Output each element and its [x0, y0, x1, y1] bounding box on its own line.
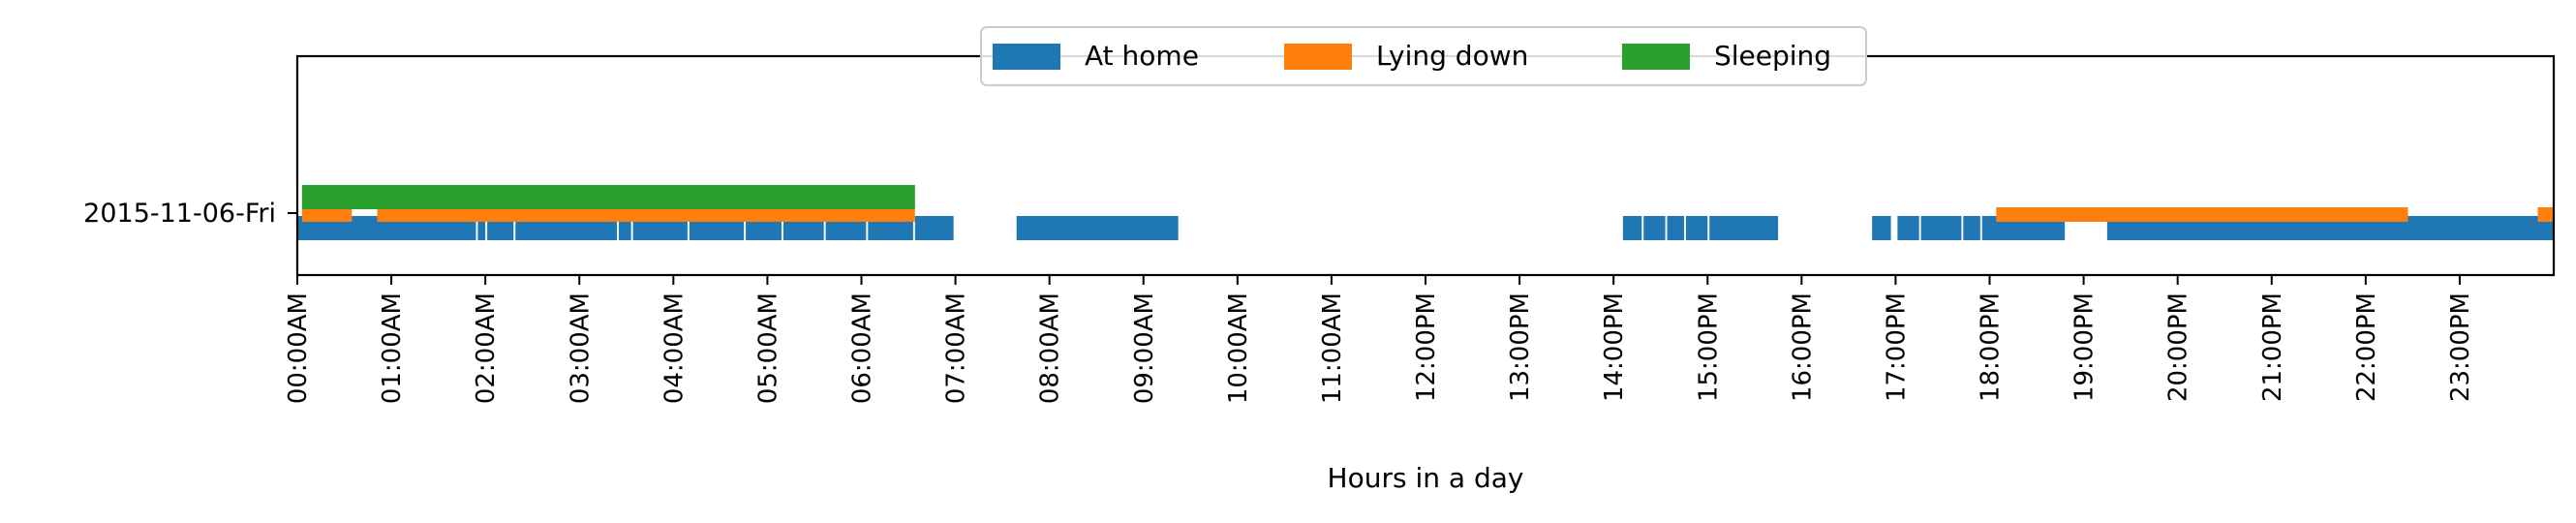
y-tick-label: 2015-11-06-Fri	[83, 199, 276, 229]
interval-bar	[2537, 207, 2554, 222]
x-tick-label: 10:00AM	[1224, 292, 1253, 404]
x-tick-label: 06:00AM	[848, 292, 877, 404]
legend-item: At home	[993, 40, 1199, 72]
x-tick-label: 09:00AM	[1130, 292, 1159, 404]
legend: At home Lying down Sleeping	[980, 26, 1867, 86]
interval-bar	[1709, 216, 1779, 240]
legend-item: Lying down	[1284, 40, 1528, 72]
x-tick-label: 11:00AM	[1318, 292, 1347, 404]
x-tick-label: 14:00PM	[1600, 292, 1629, 402]
x-tick-label: 05:00AM	[753, 292, 782, 404]
interval-bar	[1016, 216, 1179, 240]
x-tick-label: 20:00PM	[2164, 292, 2193, 402]
interval-bar	[477, 216, 486, 240]
x-tick-label: 07:00AM	[942, 292, 971, 404]
x-tick-label: 13:00PM	[1506, 292, 1535, 402]
x-tick-label: 19:00PM	[2070, 292, 2100, 402]
legend-swatch	[993, 44, 1060, 70]
x-tick-label: 01:00AM	[378, 292, 407, 404]
x-tick-label: 04:00AM	[659, 292, 689, 404]
interval-bar	[1685, 216, 1708, 240]
x-tick-label: 00:00AM	[284, 292, 313, 404]
x-tick-label: 03:00AM	[566, 292, 595, 404]
chart-marks	[297, 185, 2554, 240]
interval-bar	[1920, 216, 1962, 240]
legend-frame	[980, 26, 1867, 86]
interval-bar	[301, 185, 915, 209]
interval-bar	[301, 207, 353, 222]
interval-bar	[1897, 216, 1919, 240]
legend-label: Sleeping	[1714, 40, 1831, 72]
interval-bar	[1963, 216, 1980, 240]
interval-bar	[1872, 216, 1891, 240]
x-tick-label: 23:00PM	[2446, 292, 2475, 402]
x-tick-label: 08:00AM	[1036, 292, 1065, 404]
x-tick-label: 21:00PM	[2258, 292, 2287, 402]
interval-bar	[377, 207, 915, 222]
interval-bar	[1643, 216, 1666, 240]
x-tick-label: 15:00PM	[1694, 292, 1723, 402]
x-tick-label: 17:00PM	[1882, 292, 1911, 402]
x-axis-title: Hours in a day	[1328, 462, 1524, 494]
legend-swatch	[1284, 44, 1352, 70]
x-tick-label: 02:00AM	[472, 292, 501, 404]
x-tick-label: 18:00PM	[1977, 292, 2006, 402]
interval-bar	[1622, 216, 1642, 240]
x-axis-ticks: 00:00AM 01:00AM 02:00AM 03:00AM 04:00AM 05:00…	[284, 275, 2475, 404]
legend-item: Sleeping	[1622, 40, 1831, 72]
legend-swatch	[1622, 44, 1690, 70]
interval-bar	[1996, 207, 2408, 222]
series-sleeping	[301, 185, 915, 209]
y-axis-categories: 2015-11-06-Fri	[83, 199, 297, 229]
series-lying-down	[301, 207, 2554, 222]
interval-bar	[914, 216, 954, 240]
x-tick-label: 12:00PM	[1412, 292, 1441, 402]
plot-area-frame	[295, 54, 2556, 277]
legend-label: At home	[1085, 40, 1199, 72]
legend-label: Lying down	[1376, 40, 1528, 72]
interval-bar	[619, 216, 631, 240]
x-tick-label: 16:00PM	[1788, 292, 1817, 402]
interval-bar	[1667, 216, 1684, 240]
x-tick-label: 22:00PM	[2352, 292, 2381, 402]
